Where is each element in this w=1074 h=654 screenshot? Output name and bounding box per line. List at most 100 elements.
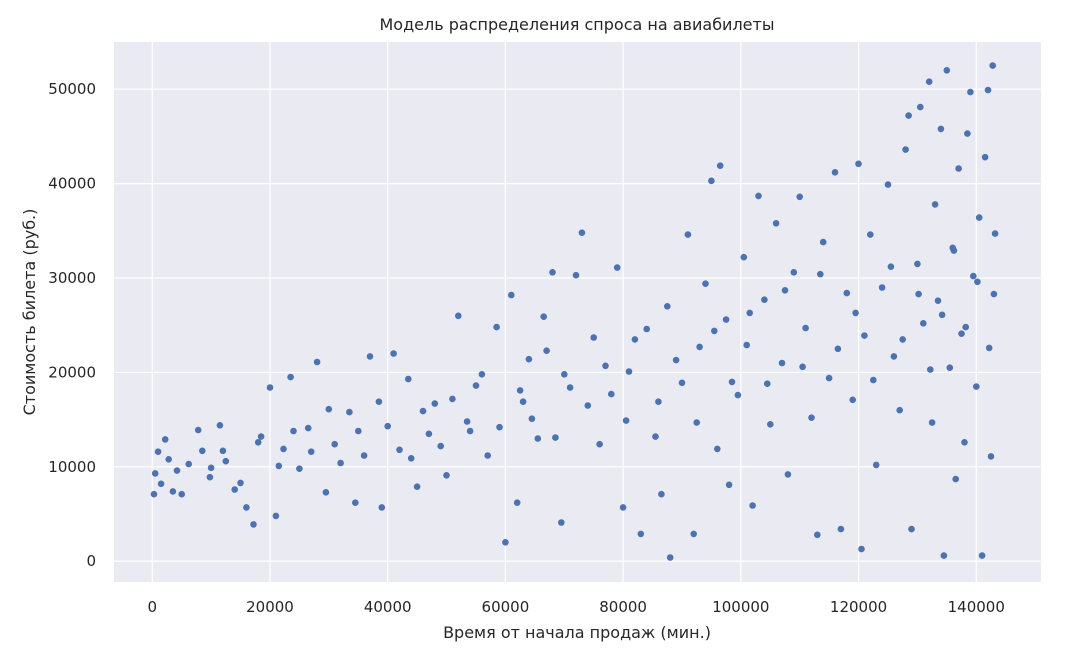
data-point [378, 504, 386, 511]
data-point [928, 419, 936, 426]
data-point [216, 422, 224, 429]
data-point [958, 330, 965, 338]
y-axis-label: Стоимость билета (руб.) [20, 209, 39, 416]
x-tick-label: 60000 [482, 598, 530, 616]
data-point [817, 270, 824, 278]
data-point [613, 264, 621, 271]
data-point [799, 363, 806, 371]
data-point [915, 290, 922, 298]
data-point [257, 433, 265, 440]
data-point [834, 345, 842, 353]
data-point [161, 436, 169, 443]
data-point [984, 86, 992, 94]
data-point [173, 467, 181, 474]
data-point [781, 287, 789, 294]
data-point [307, 448, 315, 456]
data-point [151, 470, 159, 477]
data-point [493, 323, 500, 331]
data-point [867, 231, 874, 238]
plot-area [114, 42, 1041, 582]
data-point [943, 67, 951, 74]
data-point [275, 462, 283, 470]
data-point [231, 486, 238, 493]
data-point [734, 391, 742, 399]
x-tick-label: 140000 [948, 598, 1005, 616]
data-point [978, 552, 986, 559]
data-point [540, 313, 547, 321]
y-tick-label: 10000 [48, 458, 96, 476]
data-point [543, 347, 550, 355]
data-point [870, 376, 877, 384]
data-point [664, 303, 671, 310]
y-tick-label: 40000 [48, 175, 96, 193]
data-point [917, 103, 924, 111]
data-point [878, 284, 886, 291]
data-point [405, 375, 412, 383]
data-point [746, 309, 753, 317]
data-point [443, 472, 450, 479]
data-point [463, 418, 471, 425]
data-point [519, 398, 527, 406]
data-point [711, 327, 718, 335]
data-point [849, 396, 856, 404]
data-point [837, 525, 845, 533]
data-point [185, 460, 192, 468]
data-point [572, 271, 580, 279]
data-point [578, 229, 586, 236]
data-point [355, 427, 362, 435]
data-point [207, 464, 215, 472]
data-point [407, 455, 415, 462]
data-point [222, 457, 230, 465]
data-point [970, 272, 977, 280]
data-point [814, 531, 821, 539]
data-point [831, 169, 839, 176]
data-point [337, 459, 344, 467]
data-point [908, 525, 915, 533]
y-tick-label: 20000 [48, 363, 96, 381]
x-tick-label: 100000 [712, 598, 769, 616]
data-point [658, 490, 665, 498]
data-point [714, 445, 721, 453]
data-points [150, 62, 999, 561]
data-point [287, 373, 294, 381]
data-point [914, 260, 921, 268]
data-point [360, 452, 368, 459]
y-tick-label: 50000 [48, 80, 96, 98]
data-point [825, 374, 833, 382]
x-tick-label: 120000 [830, 598, 887, 616]
data-point [896, 406, 903, 414]
x-tick-label: 80000 [599, 598, 647, 616]
data-point [596, 440, 603, 448]
data-point [684, 231, 692, 238]
data-point [672, 356, 680, 364]
data-point [985, 344, 993, 352]
data-point [728, 378, 736, 386]
data-point [516, 387, 524, 394]
data-point [352, 499, 359, 507]
data-point [290, 427, 297, 435]
data-point [625, 368, 633, 375]
data-point [150, 490, 158, 498]
data-point [693, 419, 700, 426]
data-point [855, 160, 862, 168]
data-point [975, 214, 983, 221]
data-point [761, 296, 768, 304]
data-point [887, 263, 895, 271]
data-point [437, 442, 445, 450]
data-point [884, 181, 892, 188]
data-point [852, 309, 859, 317]
data-point [622, 417, 630, 424]
data-point [991, 230, 999, 237]
data-point [722, 316, 730, 323]
data-point [890, 353, 898, 360]
data-point [987, 453, 995, 460]
data-point [154, 448, 162, 456]
data-point [961, 439, 968, 446]
data-point [513, 499, 521, 507]
data-point [390, 350, 397, 357]
data-point [472, 382, 480, 389]
data-point [590, 334, 597, 341]
data-point [708, 177, 715, 185]
data-point [619, 504, 627, 511]
